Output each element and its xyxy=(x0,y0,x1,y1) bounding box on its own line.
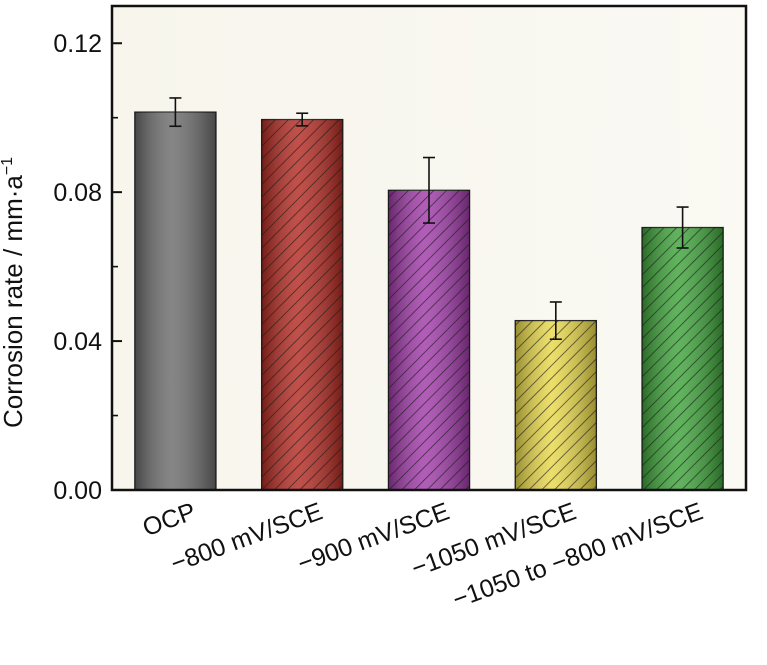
y-axis-title: Corrosion rate / mm·a−1 xyxy=(0,157,28,428)
y-axis-title-main: Corrosion rate / mm·a xyxy=(0,175,28,428)
x-tick-label-0: OCP xyxy=(139,497,199,542)
y-tick-label-0: 0.00 xyxy=(53,477,102,505)
y-tick-label-2: 0.08 xyxy=(53,179,102,207)
y-axis: 0.00 0.04 0.08 0.12 xyxy=(53,30,122,505)
bar-hatch-2 xyxy=(388,190,470,491)
y-tick-label-1: 0.04 xyxy=(53,328,102,356)
bars-layer xyxy=(134,111,724,491)
bar-shading-0 xyxy=(134,112,216,490)
bar-hatch-1 xyxy=(261,119,343,491)
plot-frame xyxy=(110,4,748,492)
bar-hatch-4 xyxy=(642,227,724,490)
y-axis-title-superscript: −1 xyxy=(0,157,16,175)
y-tick-label-3: 0.12 xyxy=(53,30,102,58)
x-axis-labels: OCP−800 mV/SCE−900 mV/SCE−1050 mV/SCE−10… xyxy=(139,497,707,614)
bar-hatch-3 xyxy=(515,320,597,490)
error-bars-layer xyxy=(169,97,689,341)
